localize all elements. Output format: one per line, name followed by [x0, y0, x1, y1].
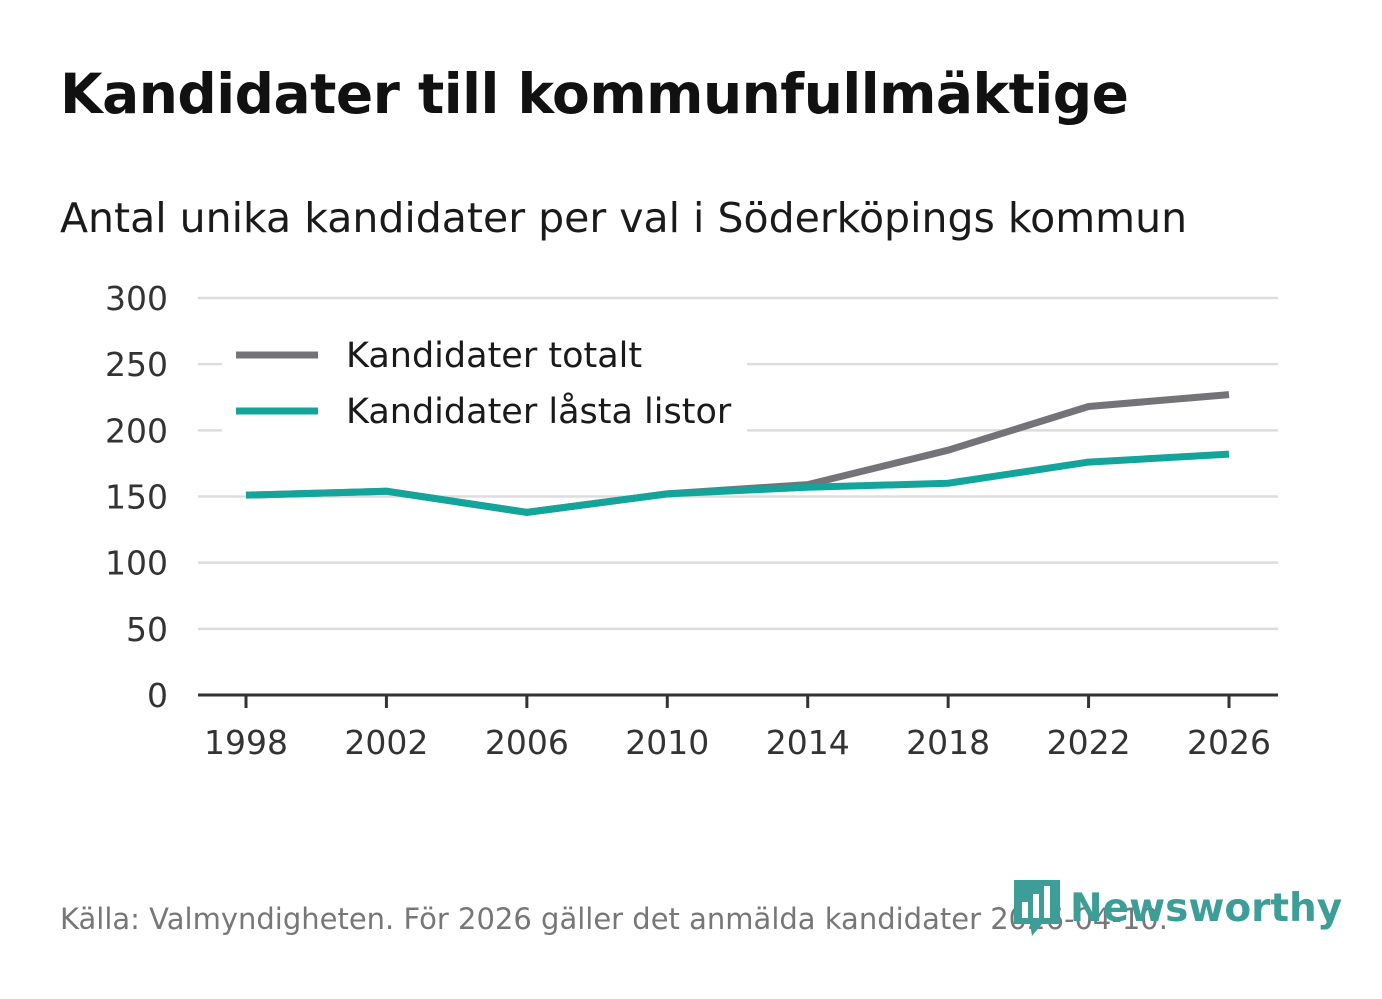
series-line-lasta-listor: [245, 450, 1230, 516]
y-tick-label: 0: [147, 676, 168, 715]
bar-chart-speech-bubble-icon: [1014, 880, 1060, 936]
y-tick-label: 200: [105, 411, 168, 450]
y-tick-label: 50: [126, 610, 168, 649]
y-tick-label: 100: [105, 544, 168, 583]
x-tick-label: 2018: [906, 723, 990, 762]
brand-name: Newsworthy: [1070, 885, 1343, 931]
chart-title: Kandidater till kommunfullmäktige: [60, 62, 1129, 126]
x-tick-label: 2022: [1047, 723, 1131, 762]
x-tick-label: 2002: [344, 723, 428, 762]
x-tick-label: 2006: [485, 723, 569, 762]
x-tick-label: 2014: [766, 723, 850, 762]
source-note: Källa: Valmyndigheten. För 2026 gäller d…: [60, 902, 1168, 936]
y-tick-label: 150: [105, 478, 168, 517]
legend-label-totalt: Kandidater totalt: [346, 336, 642, 376]
x-tick-label: 1998: [204, 723, 288, 762]
y-tick-label: 300: [105, 279, 168, 318]
brand-logo: Newsworthy: [1012, 878, 1342, 938]
legend-label-lasta-listor: Kandidater låsta listor: [346, 391, 732, 432]
x-tick-label: 2026: [1187, 723, 1271, 762]
y-tick-label: 250: [105, 345, 168, 384]
x-tick-label: 2010: [625, 723, 709, 762]
chart-subtitle: Antal unika kandidater per val i Söderkö…: [60, 194, 1188, 242]
